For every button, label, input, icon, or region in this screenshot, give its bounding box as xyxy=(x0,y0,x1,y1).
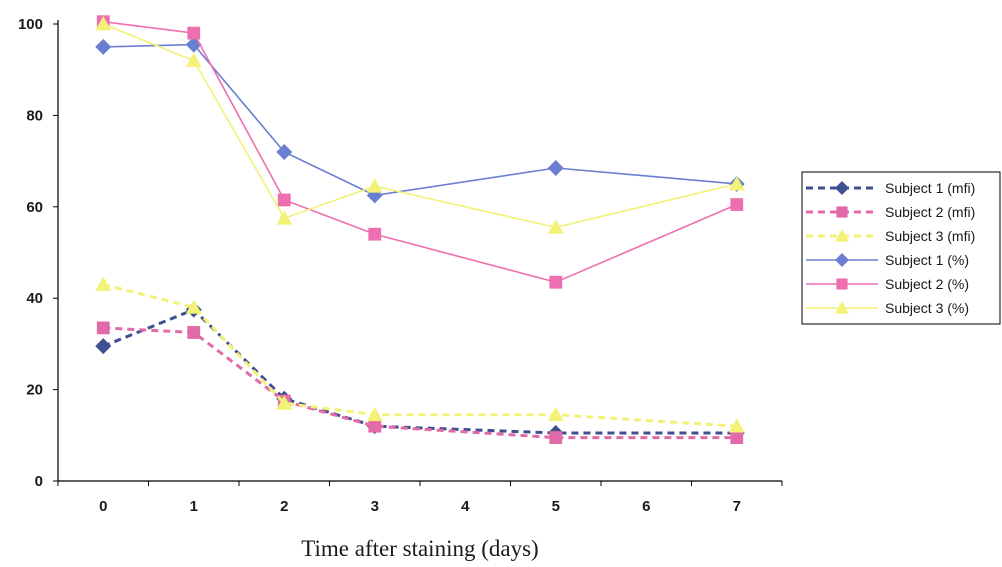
data-point xyxy=(730,198,744,211)
data-point xyxy=(95,38,112,55)
y-tick-label: 40 xyxy=(26,290,43,307)
legend-item: Subject 2 (%) xyxy=(806,276,969,292)
series-line xyxy=(103,23,737,229)
legend-label: Subject 3 (%) xyxy=(885,300,969,316)
data-point xyxy=(185,52,202,67)
series-line xyxy=(103,326,737,440)
data-point xyxy=(730,431,744,444)
legend-label: Subject 2 (mfi) xyxy=(885,204,975,220)
legend-label: Subject 1 (mfi) xyxy=(885,180,975,196)
data-point xyxy=(95,276,112,291)
legend-marker xyxy=(835,181,849,195)
axes: 0 20 40 60 80 100 0 1 2 3 4 5 6 7 xyxy=(18,16,783,515)
series-line xyxy=(103,43,737,197)
data-point xyxy=(547,219,564,234)
legend-marker xyxy=(836,206,848,218)
data-point xyxy=(276,143,293,160)
y-tick-label: 0 xyxy=(35,473,43,490)
data-point xyxy=(187,26,201,40)
x-tick-label: 0 xyxy=(99,498,107,515)
data-point xyxy=(368,227,382,241)
series-2 xyxy=(96,321,744,444)
x-tick-label: 2 xyxy=(280,498,288,515)
legend: Subject 1 (mfi) Subject 2 (mfi) Subject 3 … xyxy=(801,171,1001,325)
legend-item: Subject 1 (%) xyxy=(806,252,969,268)
data-point xyxy=(547,159,564,176)
series-layer xyxy=(95,15,745,444)
series-line xyxy=(102,307,737,435)
data-point xyxy=(95,16,112,31)
legend-item: Subject 2 (mfi) xyxy=(806,204,975,220)
y-tick-label: 100 xyxy=(18,16,43,33)
data-point xyxy=(366,406,383,422)
y-tick-label: 60 xyxy=(26,199,43,216)
legend-item: Subject 1 (mfi) xyxy=(806,180,975,196)
series-line xyxy=(102,283,737,428)
x-tick-label: 1 xyxy=(190,498,198,515)
data-point xyxy=(368,419,382,433)
data-point xyxy=(277,193,291,207)
x-tick-label: 5 xyxy=(552,498,560,515)
data-point xyxy=(547,406,564,422)
legend-label: Subject 3 (mfi) xyxy=(885,228,975,244)
legend-marker xyxy=(835,253,849,267)
x-tick-label: 6 xyxy=(642,498,650,515)
legend-frame xyxy=(801,171,1001,325)
data-point xyxy=(185,299,202,314)
x-tick-label: 7 xyxy=(733,498,741,515)
legend-marker xyxy=(835,229,849,242)
y-tick-label: 20 xyxy=(26,382,43,399)
legend-label: Subject 2 (%) xyxy=(885,276,969,292)
series-5 xyxy=(96,15,744,289)
data-point xyxy=(549,275,563,289)
data-point xyxy=(187,326,201,339)
legend-item: Subject 3 (mfi) xyxy=(806,228,975,244)
data-point xyxy=(549,431,563,444)
data-point xyxy=(728,418,745,433)
x-tick-label: 4 xyxy=(461,498,470,515)
data-point xyxy=(95,338,112,355)
data-point xyxy=(96,321,110,335)
data-point xyxy=(276,210,293,225)
data-point xyxy=(728,175,745,191)
series-line xyxy=(103,20,738,284)
data-point xyxy=(276,395,293,410)
legend-marker xyxy=(836,278,848,290)
series-6 xyxy=(95,16,745,234)
x-axis-title: Time after staining (days) xyxy=(301,536,538,561)
data-point xyxy=(366,178,383,193)
legend-item: Subject 3 (%) xyxy=(806,300,969,316)
legend-marker xyxy=(835,301,849,314)
y-tick-label: 80 xyxy=(26,107,43,124)
series-3 xyxy=(95,276,745,433)
x-tick-label: 3 xyxy=(371,498,379,515)
legend-label: Subject 1 (%) xyxy=(885,252,969,268)
